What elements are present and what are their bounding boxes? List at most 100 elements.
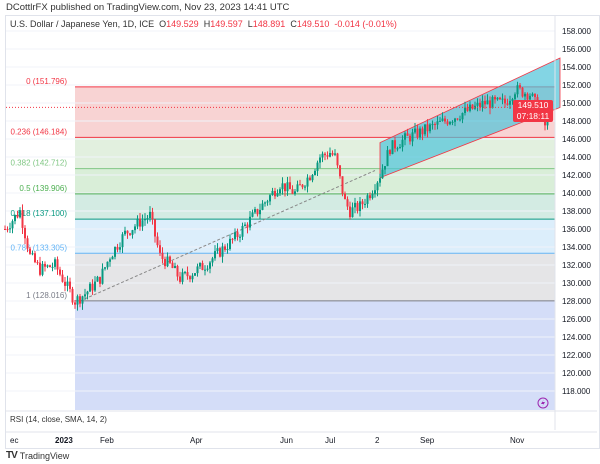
high-value: 149.597 xyxy=(210,19,243,29)
candle-body xyxy=(121,234,124,248)
candle-body xyxy=(299,184,301,186)
low-label: L xyxy=(247,19,253,29)
candle-body xyxy=(154,219,156,237)
candle-body xyxy=(24,227,26,239)
candle-body xyxy=(26,238,29,249)
candle-body xyxy=(74,302,76,305)
fib-label: 0.236 (146.184) xyxy=(11,127,68,136)
candle-body xyxy=(534,93,536,98)
candle-body xyxy=(199,262,201,267)
candle-body xyxy=(466,107,469,111)
candle-body xyxy=(386,150,389,167)
time-tick: Jun xyxy=(280,436,293,445)
candle-body xyxy=(389,150,391,155)
candle-body xyxy=(321,153,324,158)
candle-body xyxy=(404,133,406,140)
candle-body xyxy=(79,296,81,304)
time-tick: 2 xyxy=(375,436,380,445)
candle-body xyxy=(344,193,346,200)
candle-body xyxy=(279,189,281,194)
candle-body xyxy=(244,224,246,226)
candle-body xyxy=(239,236,241,238)
candle-body xyxy=(366,195,369,204)
candle-body xyxy=(511,99,514,101)
candle-body xyxy=(129,233,131,235)
candle-body xyxy=(136,218,139,227)
candle-body xyxy=(54,259,56,267)
candle-body xyxy=(446,121,449,125)
candle-body xyxy=(84,294,86,297)
candle-body xyxy=(144,219,146,221)
price-tick: 120.000 xyxy=(562,369,591,378)
price-tick: 132.000 xyxy=(562,261,591,270)
candle-body xyxy=(174,265,176,269)
regression-channel xyxy=(379,57,561,179)
candle-body xyxy=(376,182,379,191)
candle-body xyxy=(111,256,114,260)
candle-body xyxy=(266,201,269,203)
candle-body xyxy=(169,256,171,263)
time-tick: Apr xyxy=(190,436,203,445)
candle-body xyxy=(241,225,244,237)
logo-text: TradingView xyxy=(19,450,70,461)
candle-body xyxy=(141,220,144,227)
candle-body xyxy=(351,207,354,218)
lightning-icon-circle xyxy=(537,397,549,409)
candle-body xyxy=(329,152,331,157)
fib-label: 0 (151.796) xyxy=(26,77,67,86)
candle-body xyxy=(401,139,404,148)
candle-body xyxy=(436,121,439,125)
candle-body xyxy=(316,162,319,171)
tv-logo-icon: TV xyxy=(6,450,18,461)
low-value: 148.891 xyxy=(252,19,286,29)
close-value: 149.510 xyxy=(296,19,330,29)
price-tick: 142.000 xyxy=(562,171,591,180)
price-tick: 136.000 xyxy=(562,225,591,234)
candle-body xyxy=(449,121,451,125)
candle-body xyxy=(399,147,401,149)
candle-body xyxy=(196,266,199,274)
candle-body xyxy=(296,184,299,192)
candle-body xyxy=(166,256,169,267)
candle-body xyxy=(19,210,21,218)
candle-body xyxy=(229,238,231,250)
candle-body xyxy=(479,102,481,108)
candle-body xyxy=(424,124,426,135)
price-tick: 138.000 xyxy=(562,207,591,216)
candle-body xyxy=(461,112,464,120)
candle-body xyxy=(31,253,34,255)
candle-body xyxy=(396,148,399,150)
candle-body xyxy=(246,224,249,228)
candle-body xyxy=(324,153,326,156)
candle-body xyxy=(94,281,96,291)
rsi-pane-label[interactable]: RSI (14, close, SMA, 14, 2) xyxy=(10,415,107,424)
candle-body xyxy=(459,119,461,121)
time-tick: Jul xyxy=(325,436,335,445)
candle-body xyxy=(204,269,206,271)
candle-body xyxy=(509,100,511,105)
candle-body xyxy=(191,275,194,280)
candle-body xyxy=(464,107,466,113)
candle-body xyxy=(269,195,271,202)
open-value: 149.529 xyxy=(166,19,199,29)
candle-body xyxy=(406,133,409,136)
candle-body xyxy=(211,258,214,263)
candle-body xyxy=(294,191,296,194)
tradingview-logo[interactable]: TV TradingView xyxy=(6,450,69,461)
candle-body xyxy=(64,281,66,286)
candle-body xyxy=(354,202,356,208)
candle-body xyxy=(311,174,314,181)
candle-body xyxy=(276,193,279,197)
candle-body xyxy=(494,96,496,100)
candle-body xyxy=(86,291,89,295)
candle-body xyxy=(9,228,11,230)
candle-body xyxy=(374,190,376,194)
price-tick: 130.000 xyxy=(562,279,591,288)
published-caption: DCottlrFX published on TradingView.com, … xyxy=(6,2,290,13)
candle-body xyxy=(96,276,99,282)
price-tick: 152.000 xyxy=(562,81,591,90)
candle-body xyxy=(306,177,309,187)
price-tick: 124.000 xyxy=(562,333,591,342)
candle-body xyxy=(356,202,359,212)
